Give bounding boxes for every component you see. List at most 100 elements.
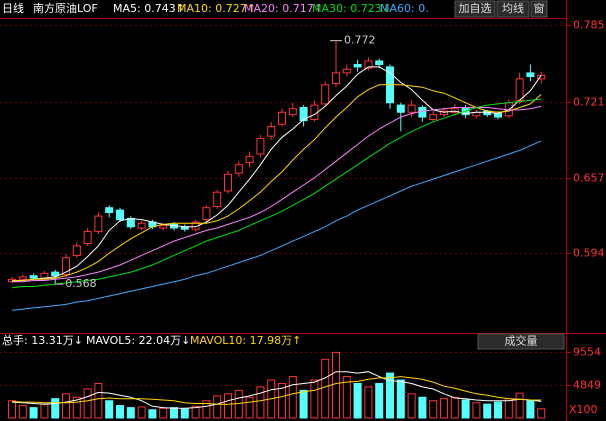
ma-legend: MA30: 0.723↓ xyxy=(312,2,391,15)
high-annotation: 0.772 xyxy=(344,34,376,47)
volume-ma-line xyxy=(11,371,542,409)
toolbar-button[interactable] xyxy=(496,0,530,18)
volume-bar xyxy=(126,407,135,419)
candle-body xyxy=(429,114,438,120)
volume-bar xyxy=(386,372,394,419)
candle-body xyxy=(126,217,135,228)
volume-bar xyxy=(450,396,459,419)
toolbar-button[interactable] xyxy=(454,0,496,18)
candle-body xyxy=(418,106,427,118)
candle-body xyxy=(18,276,27,280)
volume-bar xyxy=(137,406,146,419)
candle-body xyxy=(299,106,308,122)
ma-legend: MA5: 0.743↑ xyxy=(113,2,185,15)
ma-legend: MA20: 0.717↑ xyxy=(244,2,323,15)
candle-body xyxy=(94,215,103,233)
volume-legend: MAVOL5: 22.04万↓ xyxy=(86,334,190,347)
toolbar-button-label[interactable]: 加自选 xyxy=(459,2,492,15)
candle-body xyxy=(51,271,60,277)
candle-body xyxy=(440,110,448,116)
candle-body xyxy=(332,72,340,85)
volume-bar xyxy=(407,393,416,419)
candle-body xyxy=(62,257,70,276)
ma-legend: MA60: 0. xyxy=(380,2,429,15)
candle-body xyxy=(375,60,384,66)
low-annotation: 0.568 xyxy=(65,277,97,290)
volume-button[interactable] xyxy=(477,333,565,350)
volume-bar xyxy=(375,382,384,419)
volume-bar xyxy=(537,408,546,419)
ma-legend: MA10: 0.727↑ xyxy=(177,2,256,15)
volume-button-label[interactable]: 成交量 xyxy=(505,334,538,348)
volume-bar xyxy=(310,379,319,419)
candle-body xyxy=(202,207,211,221)
candle-body xyxy=(105,207,114,213)
candle-body xyxy=(245,155,254,163)
candle-body xyxy=(407,104,416,113)
volume-bar xyxy=(461,399,470,419)
volume-bar xyxy=(299,389,308,419)
toolbar-button-label[interactable]: 均线 xyxy=(502,1,524,15)
candle-body xyxy=(515,78,524,101)
candle-body xyxy=(137,222,146,229)
toolbar-button[interactable] xyxy=(530,0,548,18)
volume-bar xyxy=(224,393,232,419)
volume-bar xyxy=(483,403,492,419)
candle-body xyxy=(288,108,297,116)
y-tick-label: 4849 xyxy=(573,379,601,392)
volume-bar xyxy=(83,388,92,419)
y-tick-label: 0.657 xyxy=(573,172,605,185)
candle-body xyxy=(159,225,168,229)
volume-bar xyxy=(234,389,243,419)
volume-bar xyxy=(245,396,254,419)
volume-bar xyxy=(213,395,222,419)
volume-legend: MAVOL10: 17.98万↑ xyxy=(190,334,301,347)
volume-bar xyxy=(170,407,178,419)
ma-line xyxy=(11,140,542,311)
volume-ma-line xyxy=(11,376,542,405)
candle-body xyxy=(450,108,459,113)
ma-line xyxy=(11,98,542,289)
volume-bar xyxy=(62,393,70,419)
volume-total: 总手: 13.31万↓ xyxy=(2,333,83,347)
candle-body xyxy=(224,173,232,192)
period-label: 日线 xyxy=(2,1,24,15)
volume-bar xyxy=(332,351,340,419)
volume-bar xyxy=(472,402,481,419)
y-tick-label: 0.721 xyxy=(573,96,605,109)
candle-body xyxy=(29,275,38,279)
ma-line xyxy=(12,105,542,283)
volume-bar xyxy=(159,407,168,419)
volume-bar xyxy=(526,400,535,419)
ma-line xyxy=(12,84,542,281)
volume-bar xyxy=(148,409,157,419)
volume-bar xyxy=(364,386,373,419)
candle-body xyxy=(234,164,243,174)
volume-bar xyxy=(256,386,265,419)
volume-bar xyxy=(278,382,286,419)
y-tick-label: 0.594 xyxy=(573,247,605,260)
candle-body xyxy=(353,64,362,68)
candle-body xyxy=(537,74,546,80)
volume-bar xyxy=(515,392,524,419)
volume-bar xyxy=(418,396,427,419)
volume-bar xyxy=(288,376,297,419)
candle-body xyxy=(256,138,265,155)
candle-body xyxy=(213,191,222,208)
volume-bar xyxy=(321,358,330,419)
volume-bar xyxy=(29,407,38,419)
candle-body xyxy=(342,68,351,74)
volume-bar xyxy=(342,376,351,419)
volume-bar xyxy=(51,398,60,419)
volume-bar xyxy=(202,400,211,419)
volume-bar xyxy=(105,400,114,419)
toolbar-button-label[interactable]: 窗 xyxy=(534,1,545,15)
candle-body xyxy=(526,72,535,77)
volume-bar xyxy=(440,398,448,419)
ma-line xyxy=(11,66,542,283)
volume-bar xyxy=(353,382,362,419)
unit-label: X100 xyxy=(569,403,598,416)
candle-body xyxy=(267,126,276,137)
